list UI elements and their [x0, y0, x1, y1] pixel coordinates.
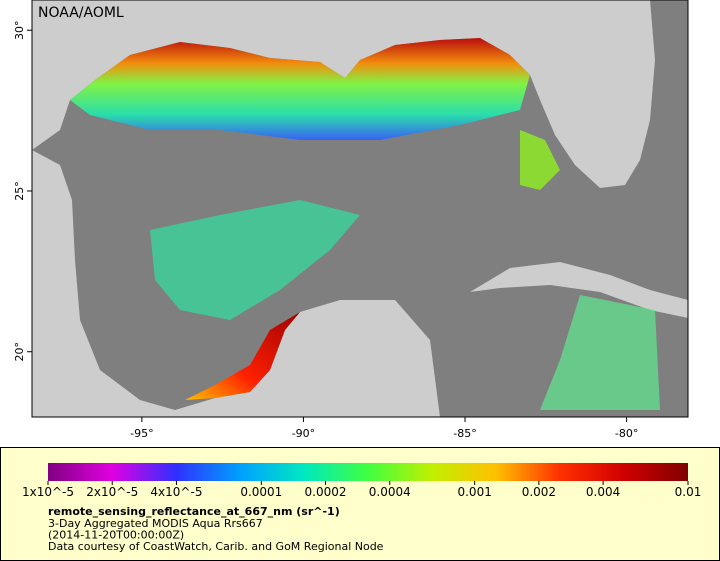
x-tick-label: -90° [292, 427, 315, 440]
land-usa [32, 0, 655, 188]
x-tick-label: -85° [453, 427, 476, 440]
y-tick-label: 25° [13, 181, 26, 201]
imagery-florida-shelf [520, 130, 560, 190]
colorbar-tick-label: 0.01 [675, 485, 702, 499]
land-yucatan-east [395, 300, 440, 417]
map: NOAA/AOML [31, 0, 689, 418]
colorbar-tick-label: 0.002 [522, 485, 556, 499]
x-tick-label: -95° [130, 427, 153, 440]
legend-line: 3-Day Aggregated MODIS Aqua Rrs667 [48, 517, 263, 530]
colorbar-tick-label: 4x10^-5 [150, 485, 202, 499]
land-cuba [470, 262, 688, 318]
legend-line: Data courtesy of CoastWatch, Carib. and … [48, 540, 384, 553]
colorbar-tick-label: 0.004 [586, 485, 620, 499]
imagery-north [70, 38, 530, 140]
colorbar-tick-label: 0.0004 [369, 485, 411, 499]
colorbar [48, 463, 688, 481]
imagery-caribbean [540, 295, 660, 410]
y-tick-label: 20° [13, 342, 26, 362]
y-tick-label: 30° [13, 20, 26, 40]
colorbar-tick-label: 0.001 [457, 485, 491, 499]
map-frame [31, 0, 689, 418]
x-tick-label: -80° [615, 427, 638, 440]
legend-line: (2014-11-20T00:00:00Z) [48, 529, 184, 542]
colorbar-tick-label: 0.0002 [305, 485, 347, 499]
imagery-yucatan [185, 312, 300, 400]
imagery-central [150, 200, 360, 320]
colorbar-tick-label: 0.0001 [240, 485, 282, 499]
colorbar-tick-label: 2x10^-5 [86, 485, 138, 499]
legend-variable: remote_sensing_reflectance_at_667_nm (sr… [48, 505, 340, 518]
colorbar-tick-label: 1x10^-5 [22, 485, 74, 499]
land-mexico [32, 150, 410, 417]
watermark: NOAA/AOML [38, 5, 124, 21]
